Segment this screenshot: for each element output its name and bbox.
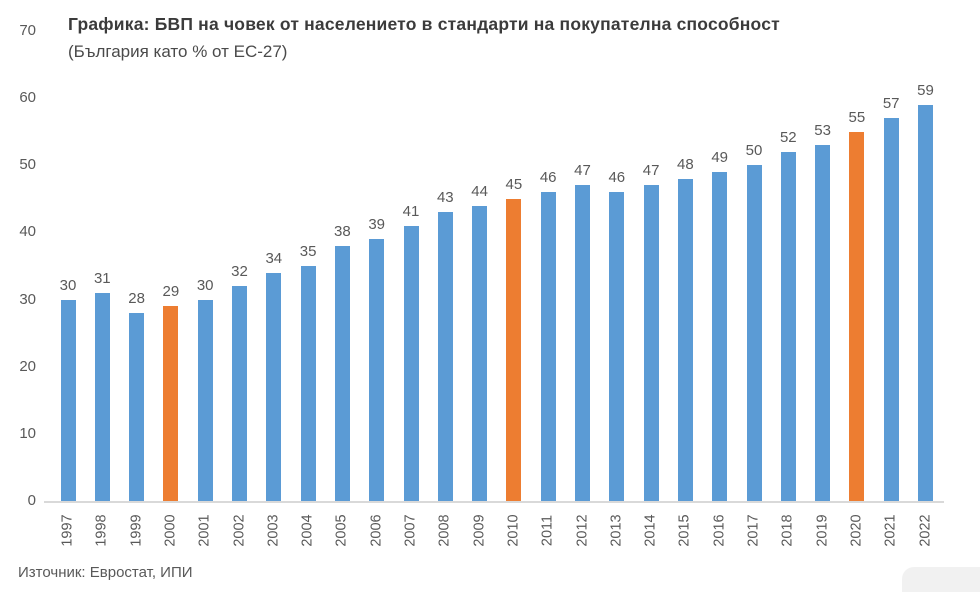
x-axis-label: 2022 xyxy=(917,514,933,547)
bar-value-label: 55 xyxy=(848,108,866,126)
y-axis-label: 0 xyxy=(27,492,36,509)
bar-value-label: 28 xyxy=(128,290,145,307)
x-axis-label: 1997 xyxy=(59,514,76,547)
bar-2008 xyxy=(437,212,453,501)
bar-value-label: 35 xyxy=(299,243,317,260)
bar-2006 xyxy=(369,239,385,501)
bar-2019 xyxy=(815,145,831,501)
bar-2010 xyxy=(506,198,522,501)
x-axis-label: 2010 xyxy=(505,514,522,547)
x-axis-label: 2017 xyxy=(745,514,762,547)
bar-value-label: 30 xyxy=(59,276,77,294)
y-axis-label: 70 xyxy=(19,22,36,39)
bar-2007 xyxy=(403,225,419,501)
x-axis-label: 2020 xyxy=(848,514,865,547)
x-axis-label: 2005 xyxy=(333,514,350,547)
bar-2014 xyxy=(643,185,659,501)
x-axis-label: 2008 xyxy=(436,514,453,547)
bar-value-label: 32 xyxy=(231,263,248,281)
bar-value-label: 30 xyxy=(196,276,214,294)
source-note: Източник: Евростат, ИПИ xyxy=(18,564,193,581)
bar-2001 xyxy=(197,299,213,501)
x-axis-label: 2009 xyxy=(471,514,488,547)
bar-value-label: 57 xyxy=(882,95,900,113)
bar-1997 xyxy=(60,299,76,501)
x-axis-label: 2019 xyxy=(814,514,831,547)
x-axis-label: 2018 xyxy=(779,514,796,547)
x-axis-label: 2000 xyxy=(162,514,179,547)
bar-2013 xyxy=(609,192,625,501)
bar-value-label: 50 xyxy=(745,142,763,160)
bar-value-label: 43 xyxy=(436,189,454,207)
x-axis-label: 2003 xyxy=(265,514,282,547)
x-axis-label: 2015 xyxy=(676,514,693,547)
bar-value-label: 38 xyxy=(334,222,351,240)
bar-value-label: 47 xyxy=(642,162,660,180)
y-axis-label: 10 xyxy=(19,424,36,442)
bar-value-label: 29 xyxy=(162,283,180,301)
bar-value-label: 59 xyxy=(917,81,934,99)
corner-overlay-artifact xyxy=(902,567,980,592)
bar-2017 xyxy=(746,165,762,501)
chart-subtitle: (България като % от ЕС-27) xyxy=(68,42,288,61)
x-axis-label: 2001 xyxy=(196,514,213,547)
bar-2018 xyxy=(780,151,796,501)
x-axis-label: 2021 xyxy=(882,514,899,547)
bar-value-label: 46 xyxy=(608,169,626,187)
bar-value-label: 49 xyxy=(711,149,729,166)
bar-value-label: 53 xyxy=(814,122,831,140)
bar-2009 xyxy=(472,205,488,501)
x-axis-label: 2011 xyxy=(539,514,556,547)
bar-2000 xyxy=(163,306,179,501)
bar-2015 xyxy=(677,178,693,501)
x-axis-label: 2004 xyxy=(299,514,316,547)
bar-1999 xyxy=(129,313,145,501)
y-axis-label: 40 xyxy=(19,223,36,241)
bar-value-label: 52 xyxy=(779,128,797,146)
bar-value-label: 48 xyxy=(677,155,694,173)
bar-2011 xyxy=(540,192,556,501)
x-axis-label: 2006 xyxy=(368,514,385,547)
bar-2016 xyxy=(712,172,728,501)
x-axis-label: 1999 xyxy=(128,514,145,547)
bar-2022 xyxy=(918,104,933,501)
bar-2005 xyxy=(334,245,350,501)
x-axis-line xyxy=(44,501,944,503)
bar-1998 xyxy=(94,292,110,501)
bar-value-label: 47 xyxy=(574,162,591,180)
y-axis-label: 60 xyxy=(19,89,36,107)
bar-2004 xyxy=(300,266,316,501)
bar-value-label: 31 xyxy=(93,269,111,287)
x-axis-label: 2007 xyxy=(402,514,419,547)
x-axis-label: 2012 xyxy=(574,514,590,547)
bar-value-label: 39 xyxy=(368,216,386,234)
bar-value-label: 34 xyxy=(265,249,283,267)
y-axis-label: 30 xyxy=(19,290,36,308)
bar-2012 xyxy=(575,185,590,501)
bar-2003 xyxy=(266,272,282,501)
bar-value-label: 46 xyxy=(539,169,557,187)
bar-value-label: 44 xyxy=(471,182,488,200)
x-axis-label: 2002 xyxy=(231,514,247,547)
x-axis-label: 1998 xyxy=(93,514,110,547)
chart-title: Графика: БВП на човек от населението в с… xyxy=(68,14,780,34)
bar-2020 xyxy=(849,131,865,501)
y-axis-label: 20 xyxy=(19,357,36,375)
x-axis-label: 2016 xyxy=(711,514,728,547)
bar-value-label: 41 xyxy=(402,202,420,220)
bar-2002 xyxy=(232,286,247,501)
bar-value-label: 45 xyxy=(505,175,523,193)
y-axis-label: 50 xyxy=(19,156,36,174)
x-axis-label: 2013 xyxy=(608,514,625,547)
bar-2021 xyxy=(883,118,899,501)
x-axis-label: 2014 xyxy=(642,514,659,547)
